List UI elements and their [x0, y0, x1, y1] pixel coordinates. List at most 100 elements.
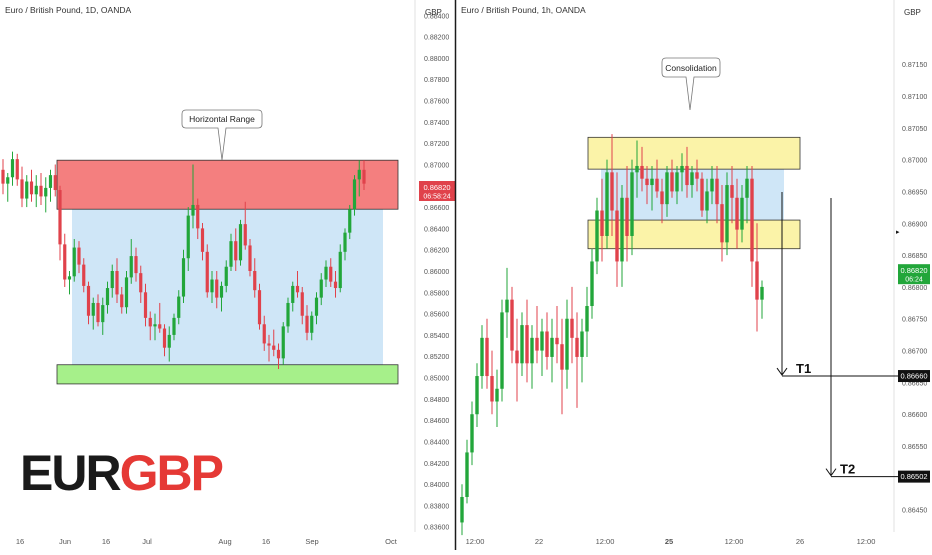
y-tick-label: 0.86950 — [902, 189, 927, 196]
x-tick-label: Aug — [218, 537, 231, 546]
candle-body — [590, 261, 594, 307]
candle-body — [58, 190, 62, 245]
right-price-value: 0.86820 — [900, 266, 927, 275]
x-tick-label: 12:00 — [466, 537, 485, 546]
candle-body — [750, 178, 754, 262]
y-tick-label: 0.86200 — [424, 248, 449, 255]
target-t1-label: T1 — [796, 361, 811, 376]
candle-body — [229, 241, 233, 267]
candle-body — [262, 324, 266, 344]
candle-body — [248, 245, 252, 271]
right-chart-panel: 0.87150 0.87100 0.87050 0.87000 0.86950 0.869… — [460, 0, 930, 546]
candle-body — [82, 264, 86, 286]
consolidation-callout: Consolidation — [661, 57, 721, 111]
candle-body — [238, 224, 243, 261]
candle-body — [715, 178, 719, 205]
candle-body — [234, 241, 238, 261]
candle-body — [72, 247, 76, 277]
candle-body — [675, 172, 679, 192]
x-tick-label: 22 — [535, 537, 543, 546]
candle-body — [20, 179, 24, 199]
y-tick-label: 0.86900 — [902, 221, 927, 228]
target-t2-label: T2 — [840, 462, 855, 477]
candle-body — [257, 290, 262, 325]
candle-body — [710, 178, 714, 192]
candle-body — [585, 306, 589, 332]
y-tick-label: 0.87150 — [902, 62, 927, 69]
candle-body — [760, 286, 764, 300]
candle-body — [153, 324, 157, 327]
x-tick-label: 16 — [16, 537, 24, 546]
y-tick-label: 0.87100 — [902, 94, 927, 101]
candle-body — [680, 165, 684, 173]
candle-body — [357, 169, 361, 180]
y-tick-label: 0.87600 — [424, 99, 449, 106]
candle-body — [205, 251, 209, 293]
x-tick-label: 12:00 — [857, 537, 876, 546]
candle-body — [545, 331, 549, 357]
right-x-axis: 12:00 22 12:00 25 12:00 26 12:00 — [466, 537, 876, 546]
y-tick-label: 0.84000 — [424, 482, 449, 489]
y-tick-label: 0.86750 — [902, 317, 927, 324]
x-tick-label: 26 — [796, 537, 804, 546]
candle-body — [625, 197, 629, 236]
y-tick-label: 0.86650 — [902, 380, 927, 387]
candle-body — [134, 256, 138, 274]
candle-body — [600, 210, 604, 236]
candle-body — [735, 197, 739, 230]
candle-body — [690, 172, 694, 186]
candle-body — [291, 285, 295, 303]
left-currency-label: GBP — [425, 8, 442, 17]
candle-body — [338, 251, 342, 289]
y-tick-label: 0.86800 — [902, 285, 927, 292]
candle-body — [196, 204, 200, 229]
left-price-timer: 06:58:24 — [423, 194, 450, 201]
candle-body — [295, 285, 300, 293]
candle-body — [224, 266, 228, 286]
x-tick-label: 12:00 — [725, 537, 744, 546]
candle-body — [660, 191, 664, 205]
candle-body — [148, 317, 152, 327]
y-tick-label: 0.84600 — [424, 418, 449, 425]
candle-body — [595, 210, 599, 262]
candle-body — [352, 179, 357, 210]
y-tick-label: 0.86450 — [902, 508, 927, 515]
candle-body — [177, 296, 181, 318]
candle-body — [1, 169, 5, 184]
candle-body — [640, 165, 644, 179]
candle-body — [470, 414, 474, 453]
candle-body — [124, 277, 129, 308]
candle-body — [333, 281, 338, 289]
candle-body — [86, 285, 91, 316]
candle-body — [515, 350, 519, 364]
candle-body — [10, 159, 15, 178]
candle-body — [530, 337, 534, 364]
consolidation-upper-zone — [587, 136, 801, 170]
candle-body — [281, 326, 285, 359]
candle-body — [63, 244, 67, 280]
candle-body — [34, 185, 38, 195]
candle-body — [720, 204, 724, 243]
candle-body — [620, 197, 624, 262]
candle-body — [725, 185, 729, 243]
candle-body — [475, 376, 479, 415]
candle-body — [740, 197, 744, 230]
y-tick-label: 0.84400 — [424, 439, 449, 446]
candle-body — [139, 273, 143, 293]
candle-body — [210, 279, 214, 293]
y-tick-label: 0.87000 — [424, 162, 449, 169]
candle-body — [267, 343, 271, 346]
candle-body — [48, 175, 53, 188]
y-tick-label: 0.88400 — [424, 13, 449, 20]
brand-gbp: GBP — [120, 445, 223, 501]
candle-body — [670, 172, 674, 192]
x-tick-label: Oct — [385, 537, 398, 546]
candle-body — [490, 376, 494, 402]
x-tick-label: Jul — [142, 537, 152, 546]
candle-body — [550, 337, 554, 357]
candle-body — [300, 292, 304, 316]
consolidation-label: Consolidation — [665, 63, 717, 73]
candle-body — [105, 288, 110, 306]
